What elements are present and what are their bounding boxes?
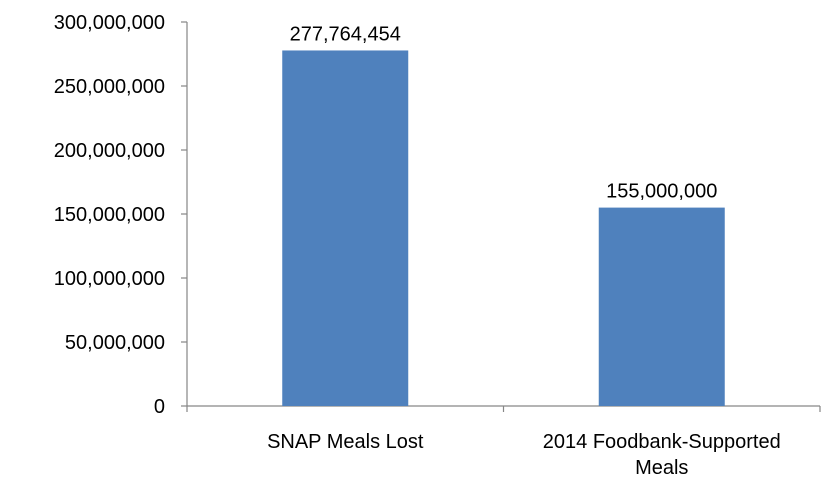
y-tick-label: 50,000,000 [65,332,165,354]
bar-value-label: 155,000,000 [606,181,717,203]
x-axis: SNAP Meals Lost 2014 Foodbank-Supported Me… [186,405,821,479]
x-category-label-line: SNAP Meals Lost [267,431,424,453]
x-category-label: SNAP Meals Lost [267,431,424,453]
bar-value-label: 277,764,454 [290,23,401,45]
x-category-label-line: Meals [635,457,688,479]
y-tick-label: 150,000,000 [54,204,165,226]
bar [598,207,725,406]
y-axis: 0 50,000,000 100,000,000 150,000,000 200,000… [54,12,188,418]
y-tick-label: 0 [154,396,165,418]
y-tick-label: 300,000,000 [54,12,165,34]
bars [282,50,725,407]
y-tick-label: 200,000,000 [54,140,165,162]
data-labels: 277,764,454 155,000,000 [290,23,718,202]
y-tick-label: 100,000,000 [54,268,165,290]
x-category-label: 2014 Foodbank-Supported Meals [543,431,781,479]
y-tick-label: 250,000,000 [54,76,165,98]
x-category-label-line: 2014 Foodbank-Supported [543,431,781,453]
bar [282,50,409,407]
